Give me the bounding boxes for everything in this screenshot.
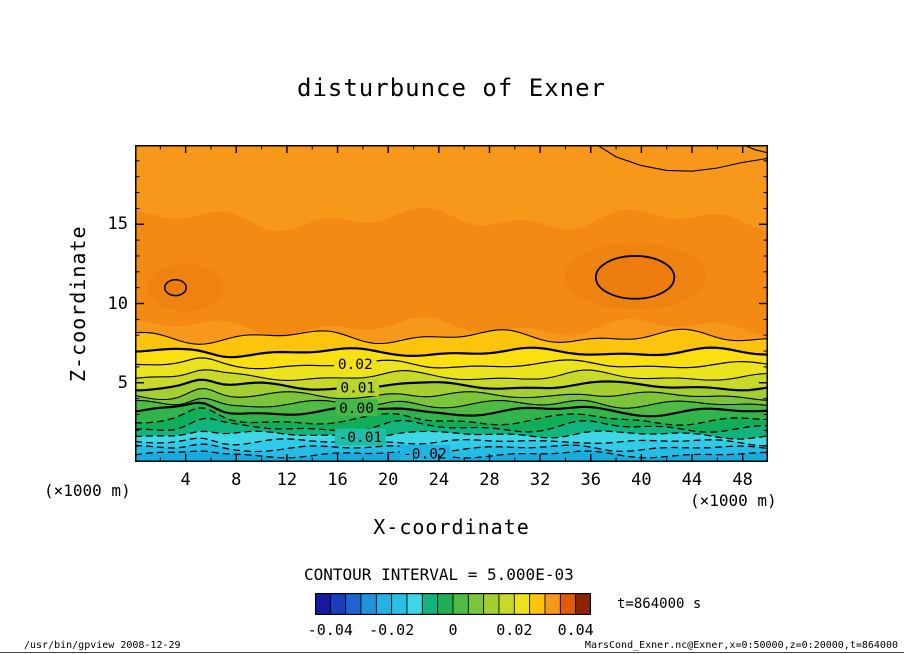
x-tick-label: 36	[580, 470, 601, 490]
colorbar-tick-label: 0	[448, 621, 458, 639]
svg-text:-0.02: -0.02	[403, 447, 447, 462]
x-tick-label: 32	[529, 470, 551, 490]
x-tick-label: 40	[631, 470, 652, 490]
x-tick-label: 4	[180, 470, 191, 490]
plot-area: -0.02 -0.01 0.00 0.01 0.02	[135, 145, 768, 462]
footer-source: MarsCond_Exner.nc@Exner,x=0:50000,z=0:20…	[584, 640, 898, 651]
x-tick-label: 16	[327, 470, 348, 490]
x-axis-label: X-coordinate	[373, 515, 530, 539]
svg-text:0.00: 0.00	[339, 401, 374, 417]
contour-plot: -0.02 -0.01 0.00 0.01 0.02	[135, 145, 768, 462]
colorbar-tick-label: -0.04	[307, 621, 353, 639]
colorbar	[314, 592, 592, 616]
colorbar-cells	[314, 592, 592, 616]
y-tick-label: 10	[107, 293, 128, 314]
svg-text:-0.01: -0.01	[339, 430, 383, 446]
colorbar-tick-label: -0.02	[369, 621, 415, 639]
chart-title: disturbunce of Exner	[297, 74, 606, 102]
x-unit-label-right: (×1000 m)	[690, 491, 777, 510]
y-tick-label: 15	[107, 214, 128, 235]
x-tick-label: 12	[276, 470, 298, 490]
x-tick-label: 8	[231, 470, 242, 490]
colorbar-tick-labels: -0.04 -0.02 0 0.02 0.04	[308, 621, 594, 639]
svg-text:0.01: 0.01	[340, 380, 375, 396]
colorbar-tick-label: 0.04	[557, 621, 594, 639]
x-tick-label: 28	[479, 470, 500, 490]
x-tick-label: 24	[428, 470, 450, 490]
y-axis-tick-labels: 5 10 15	[86, 145, 128, 462]
x-tick-label: 48	[732, 470, 753, 490]
y-tick-label: 5	[117, 372, 128, 393]
x-tick-label: 44	[681, 470, 703, 490]
time-label: t=864000 s	[617, 596, 702, 612]
colorbar-tick-label: 0.02	[496, 621, 533, 639]
footer-command: /usr/bin/gpview 2008-12-29	[24, 640, 181, 651]
x-axis-tick-labels: 4 8 12 16 20 24 28 32 36 40 44 48	[135, 470, 768, 492]
contour-interval-label: CONTOUR INTERVAL = 5.000E-03	[304, 565, 574, 584]
bottom-rule	[0, 652, 904, 653]
svg-text:0.02: 0.02	[338, 357, 373, 373]
x-unit-label-left: (×1000 m)	[44, 481, 131, 500]
x-tick-label: 20	[377, 470, 399, 490]
